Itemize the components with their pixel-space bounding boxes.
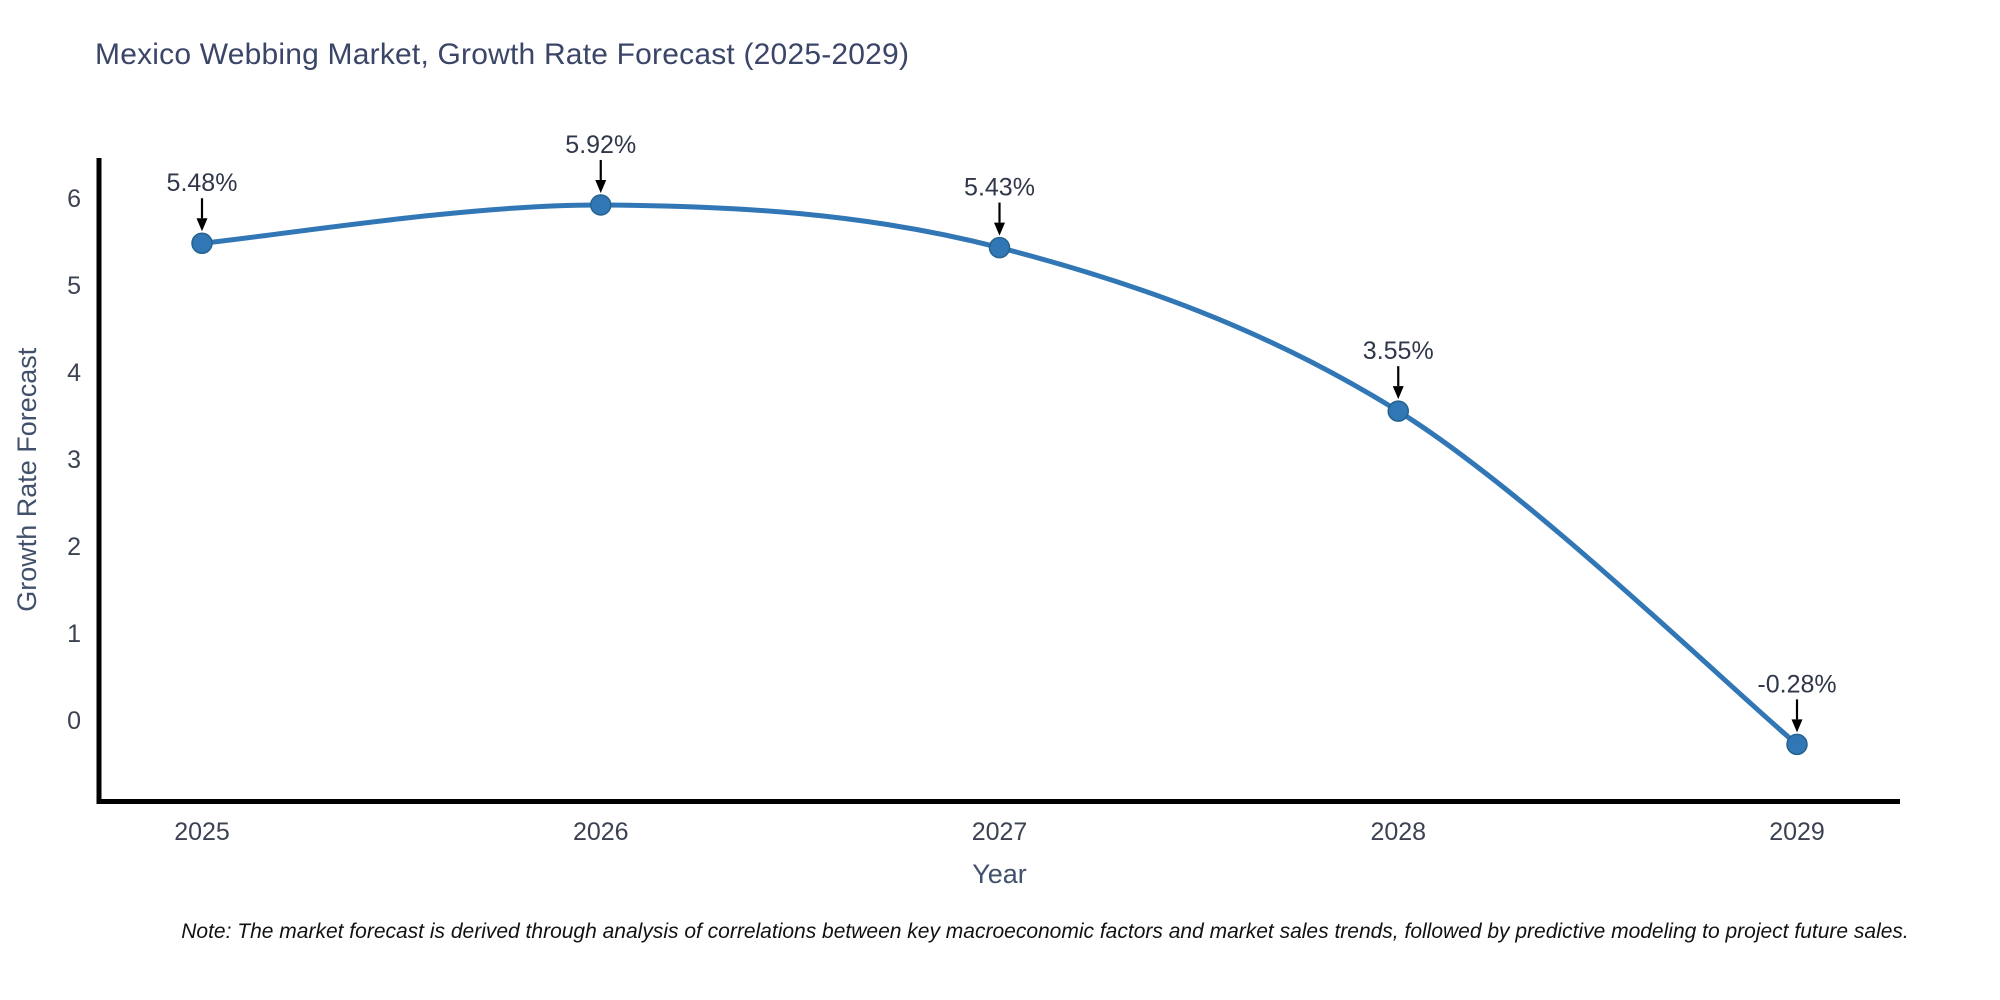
x-tick-label: 2026 xyxy=(573,818,629,846)
y-tick-label: 4 xyxy=(67,359,81,387)
point-label: 5.43% xyxy=(964,174,1035,202)
y-axis-title: Growth Rate Forecast xyxy=(12,347,42,612)
y-tick-label: 3 xyxy=(67,446,81,474)
y-tick-label: 1 xyxy=(67,620,81,648)
y-tick-label: 2 xyxy=(67,533,81,561)
annotation-arrowhead xyxy=(595,179,607,193)
annotation-arrowhead xyxy=(994,222,1005,236)
annotation-arrowhead xyxy=(1392,386,1404,400)
point-label: 5.92% xyxy=(565,131,636,159)
annotation-arrowhead xyxy=(196,218,208,232)
x-tick-label: 2029 xyxy=(1769,818,1825,846)
series-line xyxy=(199,202,1800,747)
y-tick-label: 0 xyxy=(67,707,81,735)
point-label: 3.55% xyxy=(1363,337,1434,365)
x-tick-label: 2028 xyxy=(1370,818,1426,846)
point-label: 5.48% xyxy=(167,169,238,197)
x-axis-title: Year xyxy=(972,859,1027,889)
x-tick-label: 2027 xyxy=(972,818,1028,846)
chart-footnote: Note: The market forecast is derived thr… xyxy=(181,920,1909,943)
y-tick-label: 5 xyxy=(67,272,81,300)
data-point-2029 xyxy=(1786,733,1808,756)
annotation-arrowhead xyxy=(1791,719,1803,733)
x-tick-label: 2025 xyxy=(174,818,230,846)
data-point-2028 xyxy=(1387,400,1409,422)
y-tick-label: 6 xyxy=(67,185,81,213)
chart-title: Mexico Webbing Market, Growth Rate Forec… xyxy=(95,38,910,71)
point-label: -0.28% xyxy=(1757,670,1836,698)
data-point-2026 xyxy=(590,194,612,216)
data-point-2025 xyxy=(191,232,213,254)
data-point-2027 xyxy=(988,236,1011,259)
